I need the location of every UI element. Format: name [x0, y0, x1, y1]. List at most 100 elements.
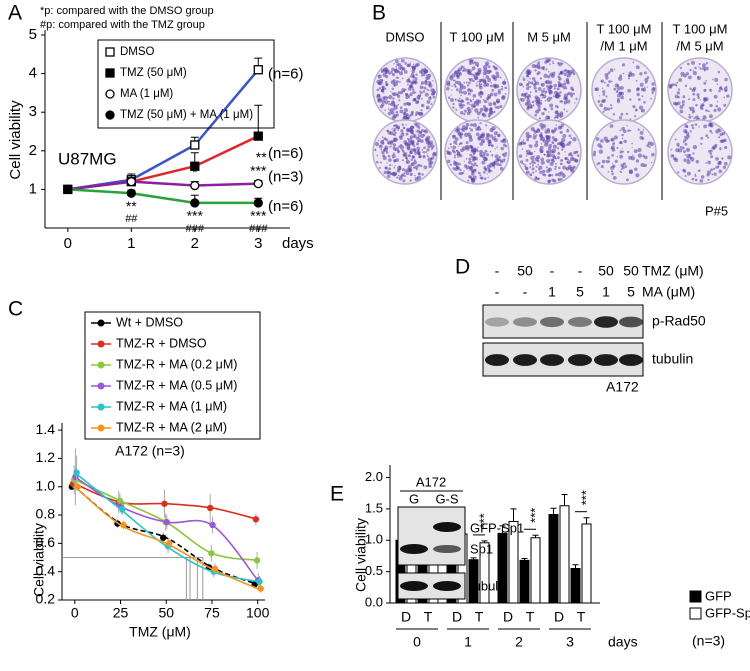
colony [556, 116, 559, 119]
colony [422, 68, 424, 71]
colony [397, 104, 400, 106]
colony [401, 168, 405, 172]
colony [490, 81, 492, 84]
colony [380, 148, 383, 151]
colony [465, 97, 469, 101]
colony [413, 80, 417, 84]
colony [402, 132, 404, 135]
colony [609, 124, 614, 128]
band [485, 317, 509, 327]
colony [456, 150, 458, 152]
colony [469, 169, 471, 172]
colony [620, 168, 623, 171]
colony [686, 62, 690, 66]
colony [420, 70, 423, 73]
colony [417, 172, 421, 176]
colony [563, 108, 566, 111]
band [540, 316, 564, 328]
colony [724, 77, 728, 82]
colony [408, 168, 412, 173]
marker [105, 47, 115, 57]
colony [701, 63, 707, 68]
colony [635, 87, 640, 92]
colony [500, 87, 504, 91]
point [257, 585, 264, 592]
colony [544, 60, 548, 64]
colony [465, 157, 468, 160]
colony [635, 79, 638, 82]
colony [406, 78, 411, 83]
colony [449, 97, 455, 103]
colony [500, 159, 502, 161]
colony [639, 82, 644, 87]
colony [423, 86, 427, 90]
colony [524, 97, 527, 99]
colony [558, 78, 561, 81]
colony [537, 177, 540, 181]
colony [722, 165, 727, 169]
band [568, 354, 592, 366]
colony [418, 153, 421, 156]
colony [491, 153, 493, 156]
colony [397, 62, 402, 67]
colony [430, 144, 435, 149]
colony [555, 104, 558, 108]
colony [674, 83, 677, 87]
colony [463, 112, 466, 116]
colony [415, 142, 420, 146]
colony [562, 165, 567, 170]
colony [384, 147, 386, 150]
colony [389, 102, 394, 107]
colony [485, 153, 490, 157]
colony [699, 104, 703, 108]
colony [705, 134, 709, 138]
colony [397, 81, 399, 83]
point [211, 565, 219, 573]
colony [549, 84, 553, 88]
colony [561, 62, 564, 65]
colony [551, 136, 555, 140]
colony [395, 147, 399, 151]
panel-letter: B [372, 2, 386, 25]
colony [679, 145, 682, 149]
colony [476, 164, 479, 167]
colony [650, 161, 653, 164]
colony [525, 131, 530, 136]
colony [420, 109, 423, 112]
colony [690, 106, 695, 112]
legend-label: MA (1 μM) [120, 88, 173, 100]
colony [422, 155, 426, 159]
colony [550, 107, 554, 111]
colony [709, 89, 713, 92]
colony [718, 169, 723, 174]
colony [537, 87, 542, 91]
colony [725, 85, 728, 89]
colony [470, 145, 474, 149]
colony [405, 124, 407, 126]
marker [253, 178, 263, 189]
colony [470, 103, 475, 108]
colony [493, 138, 498, 142]
colony [536, 128, 540, 132]
colony [651, 82, 655, 86]
colony [546, 84, 549, 88]
colony [496, 85, 499, 88]
significance: *** [250, 208, 267, 224]
colony [688, 106, 692, 109]
colony [699, 99, 701, 101]
colony [405, 159, 411, 164]
colony [376, 79, 381, 84]
colony [426, 100, 431, 104]
marker [253, 198, 263, 208]
colony [454, 161, 457, 164]
colony [502, 152, 507, 158]
colony [644, 77, 649, 82]
colony [714, 77, 719, 82]
colony [468, 157, 472, 161]
colony [622, 72, 625, 75]
colony [472, 59, 474, 62]
colony [691, 160, 694, 162]
colony [716, 100, 719, 103]
colony [557, 62, 563, 67]
colony [692, 144, 698, 150]
